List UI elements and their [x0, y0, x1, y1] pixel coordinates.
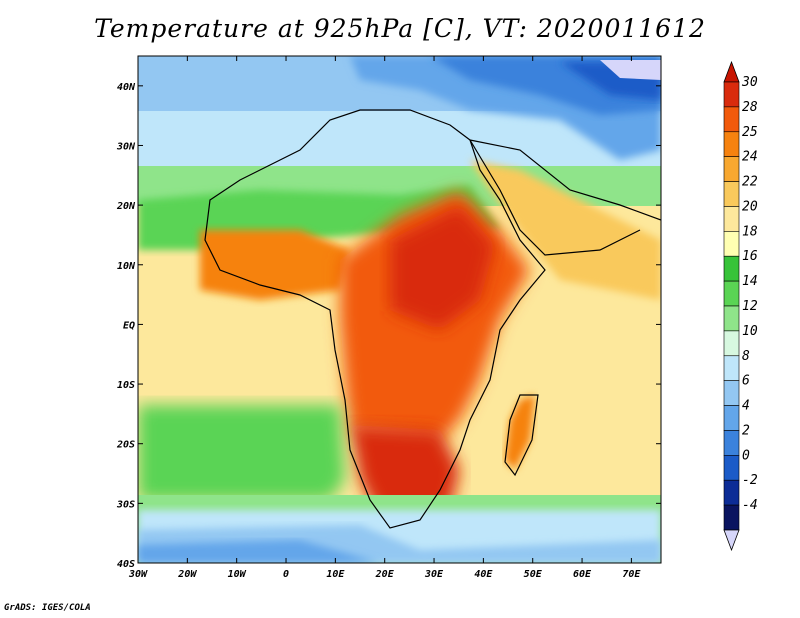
colorbar-segment [723, 455, 740, 481]
colorbar-label: 14 [742, 274, 758, 289]
colorbar-segment [723, 206, 740, 232]
colorbar-label: -2 [742, 473, 758, 488]
colorbar-label: 16 [742, 249, 758, 264]
colorbar-under-arrow [723, 529, 740, 552]
axis-ticks: 30W 20W 10W 0 10E 20E 30E 40E 50E 60E 70E 40N 30N 20N… [116, 56, 661, 580]
colorbar-label: 30 [741, 75, 758, 90]
coastline [204, 109, 661, 529]
colorbar-segment [723, 255, 740, 282]
colorbar-segment [723, 479, 740, 506]
colorbar-segment [723, 405, 740, 431]
lat-tick-label: 10N [117, 261, 136, 272]
colorbar-segment [723, 81, 740, 108]
chart-title: Temperature at 925hPa [C], VT: 202001161… [94, 14, 706, 43]
colorbar-segment [723, 280, 740, 307]
lon-tick-label: 50E [524, 569, 543, 580]
lat-tick-label: 40N [117, 82, 136, 93]
grads-credit: GrADS: IGES/COLA [4, 603, 91, 613]
colorbar-segment [723, 380, 740, 406]
lat-tick-label: 20S [116, 440, 135, 451]
lat-tick-label: 30S [116, 499, 135, 510]
lon-tick-label: 10E [326, 569, 345, 580]
lon-tick-label: 60E [573, 569, 592, 580]
colorbar-label: 4 [742, 399, 750, 414]
colorbar-label: 28 [742, 100, 758, 115]
colorbar-label: -4 [742, 498, 758, 513]
colorbar-label: 25 [742, 125, 758, 140]
colorbar-segment [723, 504, 740, 531]
colorbar-segment [723, 131, 740, 157]
lon-tick-label: 30W [128, 569, 148, 580]
colorbar-segment [723, 330, 740, 357]
colorbar-label: 0 [742, 448, 750, 463]
colorbar-label: 24 [742, 150, 758, 165]
colorbar-label: 12 [742, 299, 758, 314]
lon-tick-label: 10W [228, 569, 247, 580]
lat-tick-label: EQ [123, 320, 135, 331]
temperature-field [138, 56, 661, 563]
colorbar-segment [723, 430, 740, 456]
colorbar-segment [723, 106, 740, 133]
lat-tick-label: 20N [116, 201, 136, 212]
colorbar-label: 10 [742, 324, 758, 339]
colorbar-label: 20 [742, 199, 758, 214]
lon-tick-label: 70E [622, 569, 641, 580]
colorbar-label: 22 [742, 175, 758, 190]
colorbar-segment [723, 231, 740, 257]
lon-tick-label: 40E [474, 569, 493, 580]
colorbar-label: 6 [742, 374, 750, 389]
lon-tick-label: 20E [375, 569, 395, 580]
lat-tick-label: 30N [116, 141, 136, 152]
colorbar-segment [723, 305, 740, 332]
lon-tick-label: 20W [177, 569, 197, 580]
colorbar-label: 2 [742, 423, 750, 438]
colorbar-segment [723, 355, 740, 381]
lon-tick-label: 0 [283, 569, 289, 580]
lon-tick-label: 30E [424, 569, 444, 580]
colorbar-segment [723, 181, 740, 207]
lat-tick-label: 40S [117, 559, 135, 570]
colorbar-segment [723, 156, 740, 182]
map-frame [137, 55, 662, 564]
lat-tick-label: 10S [117, 380, 135, 391]
colorbar-label: 8 [742, 349, 750, 364]
colorbar-over-arrow [723, 60, 740, 83]
colorbar-label: 18 [742, 224, 758, 239]
